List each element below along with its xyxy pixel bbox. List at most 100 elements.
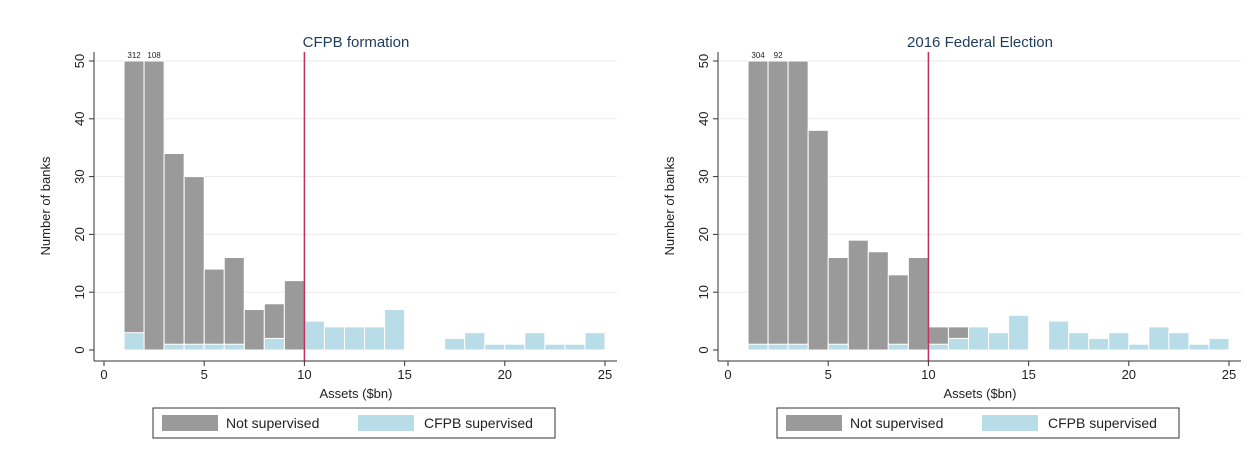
x-tick-label: 0 [724, 367, 731, 382]
bar-cfpb-supervised [827, 343, 849, 351]
bar-not-supervised [847, 239, 869, 351]
x-tick-label: 15 [397, 367, 411, 382]
bar-top-label: 312 [127, 51, 141, 60]
bar-not-supervised [223, 257, 245, 351]
x-tick-label: 10 [921, 367, 935, 382]
y-tick-label: 0 [696, 346, 711, 353]
bar-not-supervised [867, 251, 889, 351]
bar-not-supervised [767, 60, 789, 351]
x-axis-title: Assets ($bn) [320, 386, 393, 401]
bar-cfpb-supervised [1168, 332, 1190, 351]
legend-item-cfpb-supervised: CFPB supervised [358, 415, 533, 431]
bar-cfpb-supervised [544, 343, 566, 351]
bar-cfpb-supervised [967, 326, 990, 351]
bar-not-supervised [123, 60, 145, 351]
legend-label: CFPB supervised [1048, 415, 1157, 431]
bar-cfpb-supervised [203, 343, 225, 351]
bar-cfpb-supervised [1128, 343, 1150, 351]
y-tick-label: 10 [72, 285, 87, 299]
bar-top-label: 92 [774, 51, 783, 60]
y-axis-title: Number of banks [38, 156, 53, 255]
bar-cfpb-supervised [584, 332, 606, 351]
y-tick-label: 40 [72, 112, 87, 126]
y-tick-label: 50 [696, 54, 711, 68]
legend-item-not-supervised: Not supervised [786, 415, 943, 431]
bar-cfpb-supervised [1108, 332, 1130, 351]
x-tick-label: 20 [1122, 367, 1136, 382]
bar-cfpb-supervised [1148, 326, 1170, 351]
legend-box [152, 407, 556, 439]
x-tick-label: 0 [100, 367, 107, 382]
bar-cfpb-supervised [323, 326, 345, 351]
bar-cfpb-supervised [343, 326, 366, 351]
bar-top-label: 108 [147, 51, 161, 60]
y-tick-label: 10 [696, 285, 711, 299]
bar-cfpb-supervised [123, 332, 145, 351]
bar-cfpb-supervised [747, 343, 769, 351]
bar-not-supervised [827, 257, 849, 351]
chart-panel-2016-federal-election: 304 92 0 10 20 30 40 50 0 5 10 15 20 25 2016 Federal E… [624, 0, 1248, 454]
bar-cfpb-supervised [1188, 343, 1210, 351]
bar-cfpb-supervised [163, 343, 185, 351]
bar-cfpb-supervised [787, 343, 809, 351]
y-tick-label: 30 [696, 169, 711, 183]
bar-not-supervised [747, 60, 769, 351]
bar-cfpb-supervised [484, 343, 506, 351]
bar-cfpb-supervised [1048, 320, 1070, 351]
legend-label: CFPB supervised [424, 415, 533, 431]
bar-cfpb-supervised [504, 343, 526, 351]
bar-not-supervised [787, 60, 809, 351]
bar-cfpb-supervised [887, 343, 909, 351]
legend-swatch [162, 415, 218, 431]
legend-swatch [358, 415, 414, 431]
bar-cfpb-supervised [564, 343, 586, 351]
bar-top-label: 304 [751, 51, 765, 60]
bar-cfpb-supervised [464, 332, 486, 351]
chart-title: CFPB formation [303, 34, 410, 51]
legend-label: Not supervised [850, 415, 943, 431]
bar-cfpb-supervised [183, 343, 205, 351]
bar-not-supervised [243, 309, 265, 351]
bar-not-supervised [907, 257, 929, 351]
bar-cfpb-supervised [223, 343, 245, 351]
bar-cfpb-supervised [444, 337, 466, 351]
legend-box [776, 407, 1180, 439]
bar-cfpb-supervised [524, 332, 546, 351]
chart-panel-cfpb-formation: 312 108 0 10 20 30 40 50 0 5 10 15 20 25 CFPB formatio… [38, 34, 617, 439]
bar-cfpb-supervised [927, 343, 949, 351]
bar-cfpb-supervised [364, 326, 386, 351]
bar-not-supervised [183, 176, 205, 351]
bar-not-supervised [887, 274, 909, 351]
bar-cfpb-supervised [947, 337, 969, 351]
x-tick-label: 10 [297, 367, 311, 382]
x-tick-label: 5 [201, 367, 208, 382]
y-tick-label: 30 [72, 169, 87, 183]
bar-not-supervised [203, 268, 225, 351]
histogram-chart: 304 92 0 10 20 30 40 50 0 5 10 15 20 25 2016 Federal E… [662, 34, 1241, 439]
bar-cfpb-supervised [767, 343, 789, 351]
y-tick-label: 40 [696, 112, 711, 126]
bar-not-supervised [163, 152, 185, 351]
y-tick-label: 20 [696, 227, 711, 241]
x-axis-title: Assets ($bn) [944, 386, 1017, 401]
legend-swatch [786, 415, 842, 431]
bar-not-supervised [283, 280, 305, 351]
x-tick-label: 25 [598, 367, 612, 382]
bar-cfpb-supervised [263, 337, 285, 351]
legend-label: Not supervised [226, 415, 319, 431]
bar-cfpb-supervised [1008, 314, 1030, 351]
legend-swatch [982, 415, 1038, 431]
y-tick-label: 50 [72, 54, 87, 68]
x-tick-label: 15 [1021, 367, 1035, 382]
legend-item-cfpb-supervised: CFPB supervised [982, 415, 1157, 431]
y-axis-title: Number of banks [662, 156, 677, 255]
bar-cfpb-supervised [384, 309, 406, 351]
legend-item-not-supervised: Not supervised [162, 415, 319, 431]
bar-not-supervised [807, 129, 829, 351]
x-tick-label: 25 [1222, 367, 1236, 382]
histogram-chart: 312 108 0 10 20 30 40 50 0 5 10 15 20 25 CFPB formatio… [38, 34, 617, 439]
bar-cfpb-supervised [303, 320, 325, 351]
x-tick-label: 5 [825, 367, 832, 382]
bar-cfpb-supervised [1088, 337, 1110, 351]
y-tick-label: 20 [72, 227, 87, 241]
